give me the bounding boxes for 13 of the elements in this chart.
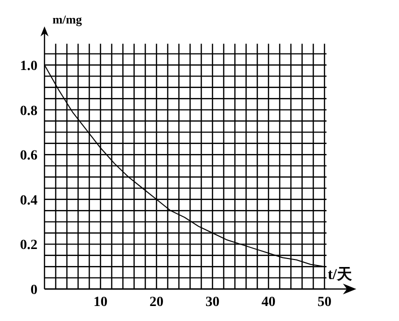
x-axis-title: t/天 <box>328 267 353 283</box>
x-tick-label: 30 <box>206 295 220 310</box>
y-tick-label: 1.0 <box>20 59 38 74</box>
y-tick-label: 0.2 <box>20 238 38 254</box>
x-tick-label: 20 <box>150 295 164 310</box>
x-tick-label: 40 <box>262 295 276 310</box>
x-tick-label: 10 <box>94 295 108 310</box>
y-tick-label: 0 <box>30 283 38 298</box>
y-tick-label: 0.4 <box>20 193 38 208</box>
y-tick-label: 0.8 <box>20 104 38 119</box>
y-axis-title: m/mg <box>52 12 82 26</box>
y-tick-label: 0.6 <box>20 148 38 164</box>
x-tick-label: 50 <box>318 295 332 310</box>
